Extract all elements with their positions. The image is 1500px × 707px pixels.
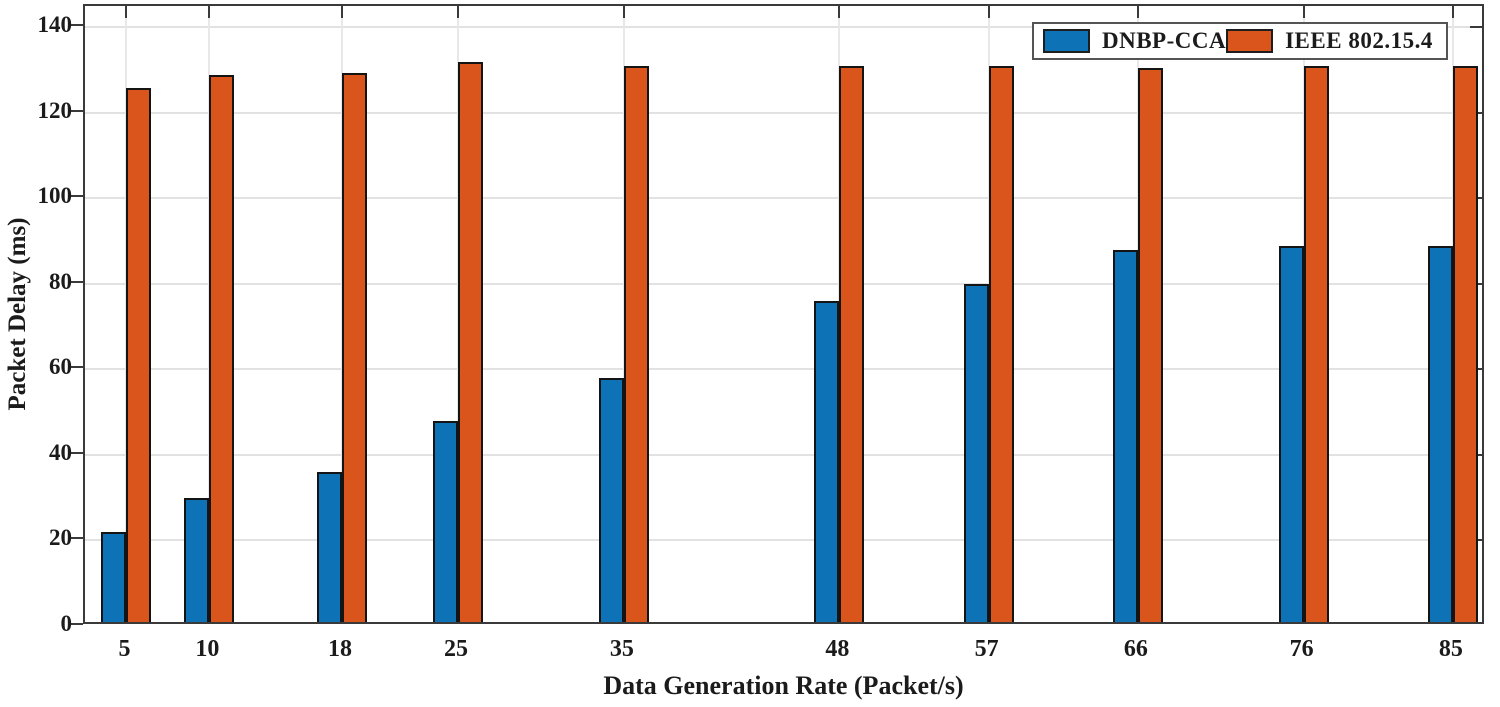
bar-ieee-802-15-4-10 (209, 74, 235, 622)
x-tick-label: 18 (327, 636, 352, 662)
h-gridline (85, 368, 1482, 371)
y-axis-tick (70, 366, 83, 369)
y-axis-tick (70, 623, 83, 625)
y-axis-tick (70, 537, 83, 540)
legend-label: DNBP-CCA (1102, 28, 1227, 53)
x-axis-tick (987, 6, 990, 18)
legend-item-dnbp-cca: DNBP-CCA (1043, 28, 1226, 54)
bar-ieee-802-15-4-35 (623, 66, 649, 622)
bar-dnbp-cca-48 (814, 301, 840, 622)
bar-dnbp-cca-10 (184, 498, 210, 622)
bar-ieee-802-15-4-48 (839, 66, 865, 622)
x-axis-tick (838, 6, 841, 18)
bar-ieee-802-15-4-85 (1452, 66, 1478, 622)
bar-dnbp-cca-25 (433, 421, 459, 622)
h-gridline (85, 111, 1482, 114)
y-axis-title: Packet Delay (ms) (4, 217, 31, 411)
y-tick-label: 140 (37, 12, 73, 38)
bar-dnbp-cca-18 (316, 472, 342, 622)
bar-ieee-802-15-4-25 (458, 61, 484, 622)
bar-ieee-802-15-4-57 (988, 66, 1014, 622)
x-tick-label: 66 (1123, 636, 1148, 662)
y-axis-tick-right (1470, 26, 1482, 29)
y-axis-tick (70, 109, 83, 112)
x-tick-label: 5 (118, 636, 131, 662)
bar-dnbp-cca-5 (101, 532, 127, 622)
x-tick-label: 57 (974, 636, 999, 662)
plot-area (83, 4, 1484, 624)
h-gridline (85, 26, 1482, 29)
h-gridline (85, 197, 1482, 200)
y-tick-label: 20 (49, 525, 72, 551)
bar-ieee-802-15-4-18 (341, 72, 367, 622)
x-axis-tick (457, 6, 460, 18)
x-axis-tick (622, 6, 625, 18)
bar-dnbp-cca-57 (963, 284, 989, 622)
x-axis-tick (1451, 6, 1454, 18)
bar-dnbp-cca-35 (598, 378, 624, 622)
x-tick-label: 25 (444, 636, 469, 662)
legend-swatch (1043, 29, 1090, 53)
x-axis-title: Data Generation Rate (Packet/s) (603, 671, 964, 700)
legend: DNBP-CCA IEEE 802.15.4 (1032, 22, 1448, 60)
y-axis-tick (70, 451, 83, 454)
x-axis-tick (1302, 6, 1305, 18)
x-tick-label: 35 (609, 636, 634, 662)
y-axis-tick (70, 24, 83, 27)
y-tick-label: 0 (60, 611, 73, 636)
x-axis-tick (125, 6, 128, 18)
legend-item-ieee-802-15-4: IEEE 802.15.4 (1226, 28, 1433, 54)
h-gridline (85, 453, 1482, 456)
legend-swatch (1226, 29, 1274, 53)
x-axis-tick (1136, 6, 1139, 18)
bar-dnbp-cca-85 (1427, 245, 1453, 622)
x-tick-label: 10 (195, 636, 220, 662)
x-axis-tick (340, 6, 343, 18)
x-tick-label: 85 (1438, 636, 1463, 662)
y-axis-tick (70, 195, 83, 198)
bar-ieee-802-15-4-5 (126, 87, 152, 622)
bar-ieee-802-15-4-66 (1137, 68, 1163, 622)
y-tick-label: 120 (37, 97, 73, 123)
x-tick-label: 48 (825, 636, 850, 662)
y-axis-tick (70, 280, 83, 283)
bar-dnbp-cca-66 (1112, 250, 1138, 622)
legend-label: IEEE 802.15.4 (1285, 28, 1433, 53)
bar-ieee-802-15-4-76 (1303, 66, 1329, 622)
x-tick-label: 76 (1289, 636, 1314, 662)
x-axis-tick (208, 6, 211, 18)
h-gridline (85, 539, 1482, 542)
bar-dnbp-cca-76 (1278, 245, 1304, 622)
h-gridline (85, 282, 1482, 285)
